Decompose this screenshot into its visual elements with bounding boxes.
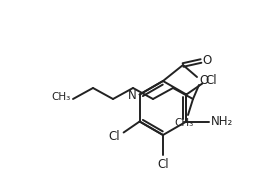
Text: CH₃: CH₃ xyxy=(51,92,71,102)
Text: Cl: Cl xyxy=(109,130,120,143)
Text: NH₂: NH₂ xyxy=(211,115,233,128)
Text: CH₃: CH₃ xyxy=(174,118,194,128)
Text: O: O xyxy=(202,53,212,66)
Text: Cl: Cl xyxy=(206,74,217,87)
Text: O: O xyxy=(199,75,209,88)
Text: N: N xyxy=(128,89,137,102)
Text: Cl: Cl xyxy=(157,157,169,171)
